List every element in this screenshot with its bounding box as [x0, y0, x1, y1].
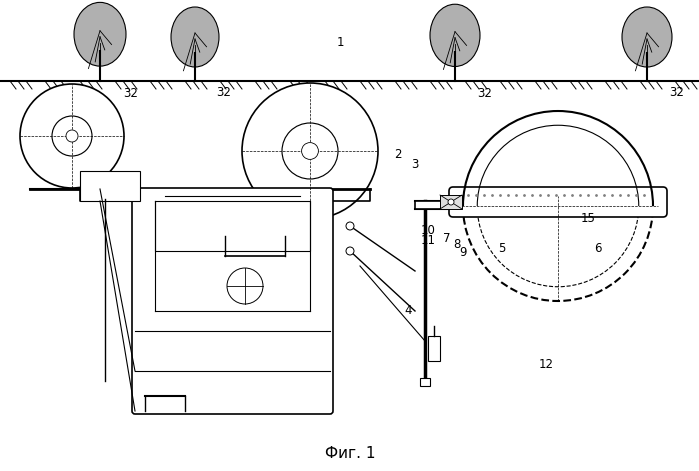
Ellipse shape — [622, 7, 672, 67]
Bar — [440, 195, 462, 209]
Text: 1: 1 — [336, 35, 344, 49]
Circle shape — [346, 247, 354, 255]
Text: 32: 32 — [477, 87, 492, 100]
Text: 2: 2 — [394, 148, 402, 162]
Text: 12: 12 — [538, 358, 554, 372]
Text: 8: 8 — [454, 238, 461, 252]
Bar — [80, 171, 140, 201]
Text: 3: 3 — [411, 159, 419, 171]
Text: 10: 10 — [421, 224, 435, 236]
Text: 9: 9 — [459, 246, 467, 260]
Bar — [415, 201, 655, 209]
Circle shape — [227, 268, 263, 304]
Text: 4: 4 — [404, 303, 412, 317]
FancyBboxPatch shape — [449, 187, 667, 217]
Text: 5: 5 — [498, 242, 505, 254]
Text: Фиг. 1: Фиг. 1 — [325, 446, 375, 461]
Text: 6: 6 — [594, 242, 602, 254]
Circle shape — [66, 130, 78, 142]
Circle shape — [282, 123, 338, 179]
Text: 32: 32 — [217, 87, 231, 99]
Ellipse shape — [171, 7, 219, 67]
Circle shape — [448, 199, 454, 205]
Bar — [428, 336, 440, 361]
Text: 32: 32 — [670, 87, 684, 99]
Bar — [420, 378, 430, 386]
FancyBboxPatch shape — [132, 188, 333, 414]
Text: 15: 15 — [581, 211, 596, 225]
Circle shape — [346, 222, 354, 230]
Text: 7: 7 — [443, 232, 451, 244]
Circle shape — [301, 143, 319, 159]
Ellipse shape — [430, 4, 480, 66]
Text: 11: 11 — [421, 234, 435, 246]
Circle shape — [20, 84, 124, 188]
Circle shape — [242, 83, 378, 219]
Text: 32: 32 — [124, 87, 138, 100]
Ellipse shape — [74, 2, 126, 66]
Circle shape — [52, 116, 92, 156]
